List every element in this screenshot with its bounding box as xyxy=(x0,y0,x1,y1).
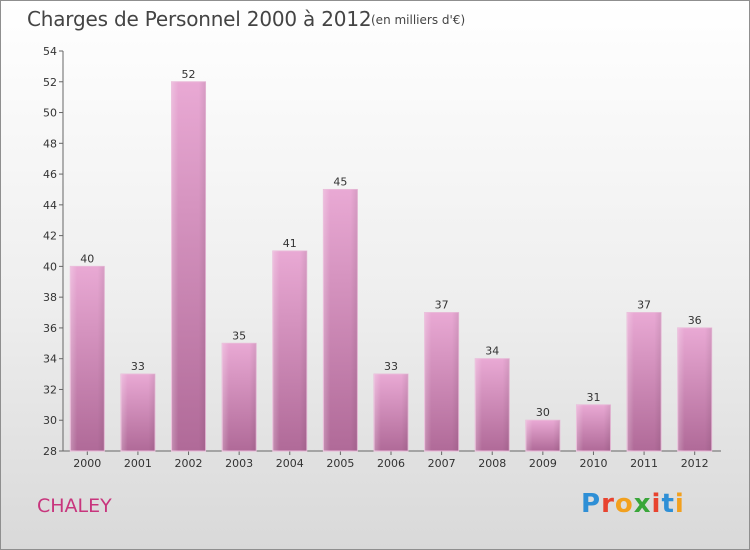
bar-shine xyxy=(475,358,510,451)
bar-value-label: 35 xyxy=(232,329,246,342)
y-tick-label: 40 xyxy=(43,260,57,273)
x-tick-label: 2003 xyxy=(225,457,253,470)
bar-value-label: 30 xyxy=(536,406,550,419)
y-tick-label: 28 xyxy=(43,445,57,458)
x-tick-label: 2004 xyxy=(276,457,304,470)
bar-shine xyxy=(70,266,105,451)
proxiti-logo: Proxiti xyxy=(581,489,685,519)
bar-shine xyxy=(576,404,611,451)
y-tick-label: 30 xyxy=(43,414,57,427)
x-tick-label: 2007 xyxy=(428,457,456,470)
bar-value-label: 33 xyxy=(384,360,398,373)
bar-value-label: 41 xyxy=(283,237,297,250)
bar-value-label: 33 xyxy=(131,360,145,373)
logo-letter: t xyxy=(661,489,675,519)
y-tick-label: 48 xyxy=(43,137,57,150)
x-tick-label: 2008 xyxy=(478,457,506,470)
x-tick-label: 2010 xyxy=(579,457,607,470)
bar-value-label: 52 xyxy=(182,68,196,81)
city-name: CHALEY xyxy=(37,495,112,517)
bar-shine xyxy=(222,343,257,451)
y-tick-label: 36 xyxy=(43,322,57,335)
bar-shine xyxy=(272,251,307,451)
y-tick-label: 46 xyxy=(43,168,57,181)
bar-shine xyxy=(374,374,408,451)
bar-value-label: 34 xyxy=(485,345,499,358)
bar-shine xyxy=(627,312,662,451)
bar-value-label: 37 xyxy=(435,299,449,312)
x-tick-label: 2001 xyxy=(124,457,152,470)
logo-letter: P xyxy=(581,489,602,519)
logo-letter: o xyxy=(614,489,634,519)
logo-letter: r xyxy=(601,489,615,519)
y-tick-label: 42 xyxy=(43,230,57,243)
y-tick-label: 52 xyxy=(43,76,57,89)
chart-unit: (en milliers d'€) xyxy=(371,13,466,27)
bar-shine xyxy=(120,374,155,451)
y-tick-label: 44 xyxy=(43,199,57,212)
chart-title: Charges de Personnel 2000 à 2012 xyxy=(27,7,372,31)
x-tick-label: 2009 xyxy=(529,457,557,470)
bar-value-label: 31 xyxy=(586,391,600,404)
bar-shine xyxy=(171,81,206,452)
bar-shine xyxy=(677,327,712,451)
logo-letter: i xyxy=(674,489,685,519)
bar-shine xyxy=(323,189,358,451)
bar-value-label: 45 xyxy=(333,175,347,188)
x-tick-label: 2005 xyxy=(326,457,354,470)
y-tick-label: 54 xyxy=(43,45,57,58)
logo-letter: i xyxy=(651,489,662,519)
bar-value-label: 36 xyxy=(688,314,702,327)
bar-shine xyxy=(525,420,560,451)
x-tick-label: 2012 xyxy=(681,457,709,470)
bar-shine xyxy=(424,312,459,451)
bar-value-label: 37 xyxy=(637,299,651,312)
x-tick-label: 2011 xyxy=(630,457,658,470)
x-tick-label: 2000 xyxy=(73,457,101,470)
y-tick-label: 50 xyxy=(43,107,57,120)
logo-letter: x xyxy=(633,489,652,519)
x-tick-label: 2006 xyxy=(377,457,405,470)
y-tick-label: 32 xyxy=(43,383,57,396)
x-tick-label: 2002 xyxy=(175,457,203,470)
bar-value-label: 40 xyxy=(80,252,94,265)
y-tick-label: 38 xyxy=(43,291,57,304)
y-tick-label: 34 xyxy=(43,353,57,366)
